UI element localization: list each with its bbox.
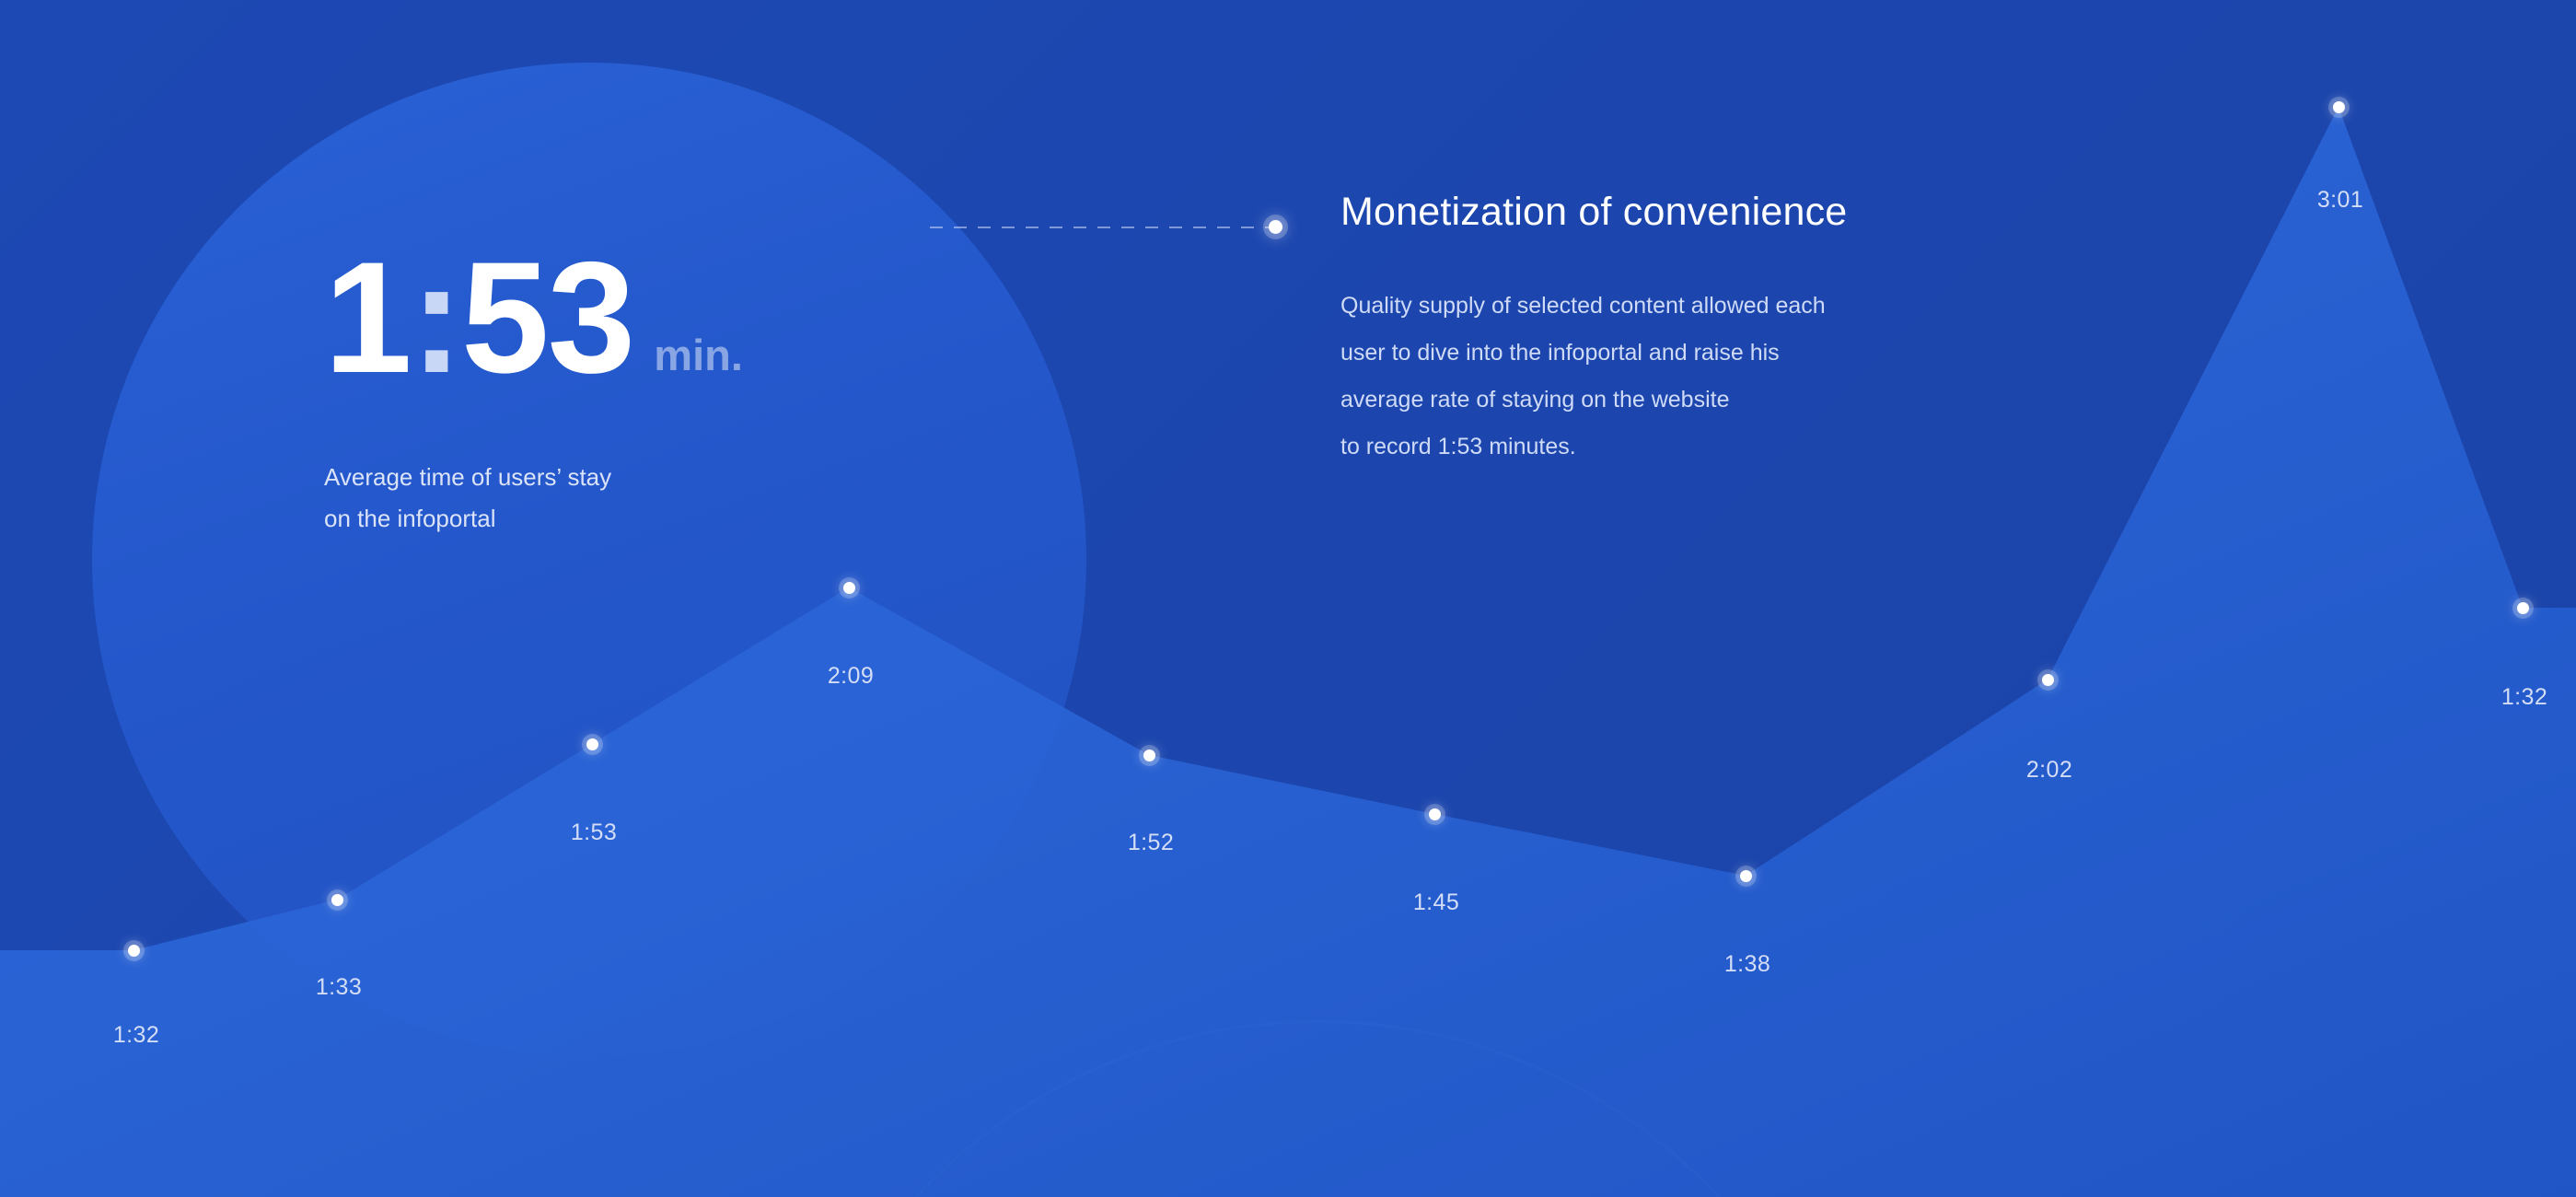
panel-body-line-3: average rate of staying on the website (1340, 387, 1730, 413)
connector-endpoint-dot (1269, 220, 1282, 234)
panel-body-line-2: user to dive into the infoportal and rai… (1340, 339, 1780, 366)
panel-body: Quality supply of selected content allow… (1340, 283, 1985, 471)
panel-body-line-1: Quality supply of selected content allow… (1340, 292, 1826, 319)
kpi-number: 1:53 (324, 238, 635, 397)
chart-area-path (0, 107, 2576, 1197)
kpi-seconds: 53 (460, 229, 635, 406)
kpi-colon: : (410, 229, 463, 406)
kpi-caption-line-2: on the infoportal (324, 504, 496, 532)
kpi-minutes: 1 (324, 229, 412, 406)
kpi-block: 1:53 min. Average time of users’ stay on… (324, 238, 895, 539)
kpi-caption-line-1: Average time of users’ stay (324, 462, 612, 491)
description-panel: Monetization of convenience Quality supp… (1340, 189, 1985, 471)
dashed-connector-line (930, 227, 1272, 228)
kpi-caption: Average time of users’ stay on the infop… (324, 457, 895, 539)
kpi-value: 1:53 min. (324, 238, 895, 397)
kpi-unit: min. (654, 330, 743, 379)
panel-body-line-4: to record 1:53 minutes. (1340, 434, 1576, 460)
panel-title: Monetization of convenience (1340, 190, 1848, 234)
